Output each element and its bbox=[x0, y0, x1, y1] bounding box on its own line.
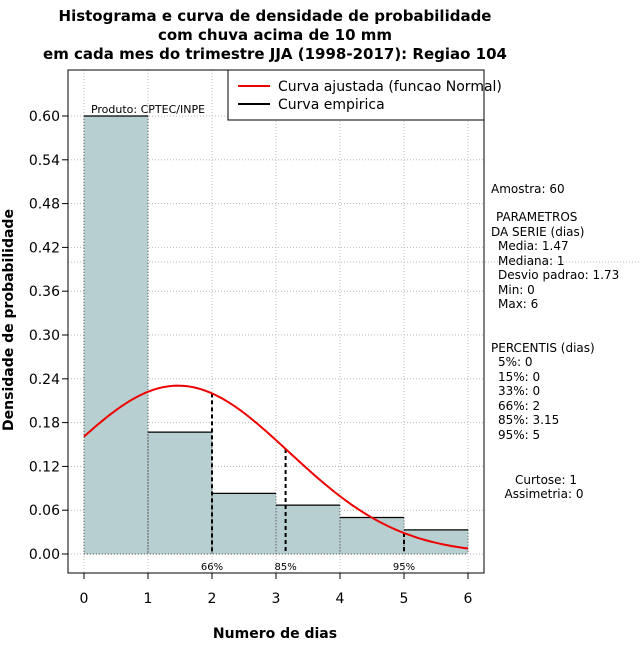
y-tick-label: 0.36 bbox=[29, 284, 60, 300]
stat-min: Min: 0 bbox=[498, 283, 535, 297]
stat-mediana: Mediana: 1 bbox=[498, 254, 565, 268]
stat-p33: 33%: 0 bbox=[498, 384, 540, 398]
stat-curtose: Curtose: 1 bbox=[515, 473, 577, 487]
x-axis-label: Numero de dias bbox=[213, 626, 337, 642]
stat-p95: 95%: 5 bbox=[498, 428, 540, 442]
stat-amostra: Amostra: 60 bbox=[491, 182, 565, 196]
y-tick-label: 0.30 bbox=[29, 328, 60, 344]
y-tick-label: 0.24 bbox=[29, 372, 60, 388]
product-label: Produto: CPTEC/INPE bbox=[91, 103, 205, 116]
stat-param-title-2: DA SERIE (dias) bbox=[491, 225, 584, 239]
x-tick-label: 1 bbox=[144, 591, 153, 607]
y-tick-label: 0.18 bbox=[29, 416, 60, 432]
x-tick-label: 6 bbox=[464, 591, 473, 607]
curve-layer bbox=[83, 115, 469, 550]
stats-panel: Amostra: 60 PARAMETROS DA SERIE (dias) M… bbox=[491, 182, 619, 501]
legend-label-empirical: Curva empirica bbox=[278, 97, 385, 113]
x-tick-label: 4 bbox=[336, 591, 345, 607]
stat-desvio: Desvio padrao: 1.73 bbox=[498, 268, 619, 282]
percentile-label: 85% bbox=[274, 562, 296, 573]
y-axis-label: Densidade de probabilidade bbox=[1, 209, 17, 431]
legend: Curva ajustada (funcao Normal) Curva emp… bbox=[227, 69, 502, 121]
y-tick-label: 0.06 bbox=[29, 503, 60, 519]
chart-title-line-3: em cada mes do trimestre JJA (1998-2017)… bbox=[43, 45, 507, 63]
percentile-marker-layer: 66% 85% 95% bbox=[201, 393, 415, 573]
stat-p66: 66%: 2 bbox=[498, 399, 540, 413]
x-tick-label: 3 bbox=[272, 591, 281, 607]
chart-title-line-1: Histograma e curva de densidade de proba… bbox=[59, 7, 492, 25]
chart-title-line-2: com chuva acima de 10 mm bbox=[158, 26, 392, 44]
y-tick-label: 0.60 bbox=[29, 109, 60, 125]
x-tick-label: 5 bbox=[400, 591, 409, 607]
y-tick-label: 0.54 bbox=[29, 153, 60, 169]
y-tick-label: 0.12 bbox=[29, 459, 60, 475]
stat-media: Media: 1.47 bbox=[498, 239, 569, 253]
fitted-curve bbox=[83, 384, 469, 550]
percentile-label: 66% bbox=[201, 562, 223, 573]
y-tick-label: 0.48 bbox=[29, 197, 60, 213]
histogram-bar bbox=[212, 493, 276, 554]
percentile-label: 95% bbox=[393, 562, 415, 573]
y-tick-label: 0.00 bbox=[29, 547, 60, 563]
histogram-bar bbox=[276, 505, 340, 554]
histogram-bar bbox=[148, 432, 212, 554]
bars-layer bbox=[83, 116, 469, 555]
x-tick-label: 2 bbox=[208, 591, 217, 607]
stat-max: Max: 6 bbox=[498, 297, 538, 311]
legend-box bbox=[227, 69, 485, 121]
x-tick-label: 0 bbox=[80, 591, 89, 607]
histogram-bar bbox=[84, 116, 148, 554]
legend-label-fitted: Curva ajustada (funcao Normal) bbox=[278, 79, 502, 95]
stat-p85: 85%: 3.15 bbox=[498, 413, 559, 427]
stat-assimetria: Assimetria: 0 bbox=[505, 487, 584, 501]
histogram-bar bbox=[340, 517, 404, 554]
stat-p15: 15%: 0 bbox=[498, 370, 540, 384]
stat-p5: 5%: 0 bbox=[498, 355, 533, 369]
stat-param-title-1: PARAMETROS bbox=[496, 210, 577, 224]
axis-layer: 0.00 0.06 0.12 0.18 0.24 0.30 0.36 0.42 0.48 0.54… bbox=[29, 69, 485, 607]
stat-percentis-title: PERCENTIS (dias) bbox=[491, 341, 595, 355]
y-tick-label: 0.42 bbox=[29, 240, 60, 256]
